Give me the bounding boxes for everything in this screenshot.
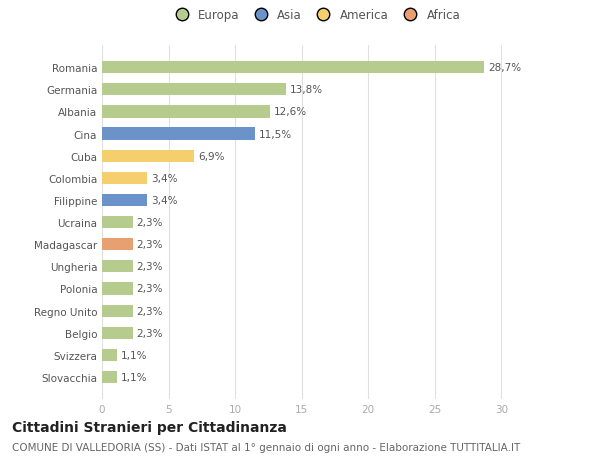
Bar: [102, 239, 133, 251]
Bar: [102, 305, 133, 317]
Text: 2,3%: 2,3%: [137, 218, 163, 228]
Bar: [102, 327, 133, 339]
Text: COMUNE DI VALLEDORIA (SS) - Dati ISTAT al 1° gennaio di ogni anno - Elaborazione: COMUNE DI VALLEDORIA (SS) - Dati ISTAT a…: [12, 442, 520, 452]
Bar: [102, 173, 147, 185]
Text: 3,4%: 3,4%: [151, 196, 178, 206]
Text: 1,1%: 1,1%: [121, 350, 147, 360]
Bar: [102, 371, 116, 383]
Bar: [102, 62, 484, 74]
Text: 6,9%: 6,9%: [198, 151, 224, 162]
Text: 1,1%: 1,1%: [121, 372, 147, 382]
Text: 2,3%: 2,3%: [137, 306, 163, 316]
Bar: [102, 150, 194, 162]
Bar: [102, 283, 133, 295]
Text: 13,8%: 13,8%: [290, 85, 323, 95]
Text: 2,3%: 2,3%: [137, 262, 163, 272]
Text: 2,3%: 2,3%: [137, 240, 163, 250]
Text: Cittadini Stranieri per Cittadinanza: Cittadini Stranieri per Cittadinanza: [12, 420, 287, 434]
Bar: [102, 106, 270, 118]
Text: 2,3%: 2,3%: [137, 328, 163, 338]
Text: 2,3%: 2,3%: [137, 284, 163, 294]
Bar: [102, 217, 133, 229]
Bar: [102, 261, 133, 273]
Text: 11,5%: 11,5%: [259, 129, 292, 139]
Bar: [102, 195, 147, 207]
Bar: [102, 128, 255, 140]
Legend: Europa, Asia, America, Africa: Europa, Asia, America, Africa: [170, 9, 460, 22]
Text: 28,7%: 28,7%: [488, 63, 521, 73]
Bar: [102, 84, 286, 96]
Text: 12,6%: 12,6%: [274, 107, 307, 117]
Text: 3,4%: 3,4%: [151, 174, 178, 184]
Bar: [102, 349, 116, 361]
